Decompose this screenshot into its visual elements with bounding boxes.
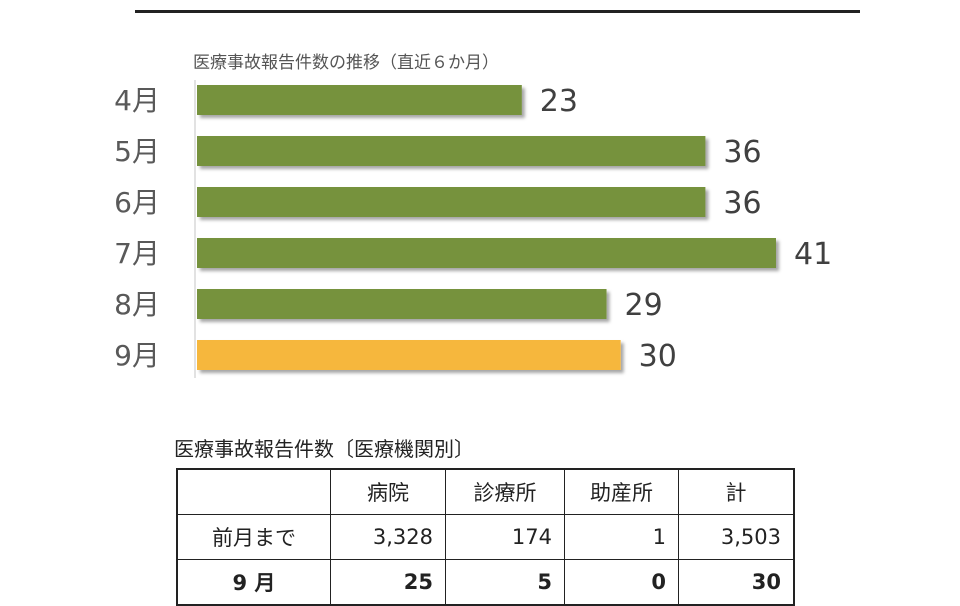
table-cell: 25: [330, 559, 446, 606]
table-cell: 174: [445, 514, 565, 560]
table-cell: 3,503: [678, 514, 795, 560]
table-cell: 1: [564, 514, 679, 560]
bar-value-label: 29: [625, 288, 663, 323]
category-label: 8月: [114, 288, 160, 321]
table-row: 前月まで 3,328 174 1 3,503: [176, 514, 795, 560]
bar: [197, 340, 621, 370]
table-header-cell: 計: [678, 468, 795, 515]
heading-underline: [135, 10, 860, 13]
category-label: 5月: [114, 135, 160, 168]
category-label: 7月: [114, 237, 160, 270]
bar-value-label: 36: [723, 186, 761, 221]
table-header-row: 病院 診療所 助産所 計: [176, 468, 795, 515]
table-title: 医療事故報告件数〔医療機関別〕: [174, 437, 474, 461]
facility-table: 病院 診療所 助産所 計 前月まで 3,328 174 1 3,503 9 月 …: [176, 468, 795, 606]
bar-chart: 4月 23 5月 36 6月 36 7月 41 8月 29 9月 30: [114, 80, 832, 378]
bar: [197, 187, 706, 217]
category-label: 6月: [114, 186, 160, 219]
table-header-cell: 診療所: [445, 468, 565, 515]
table-cell: 0: [564, 559, 679, 606]
table-cell: 9 月: [176, 559, 331, 606]
bar-value-label: 30: [639, 339, 677, 374]
table-row: 9 月 25 5 0 30: [176, 559, 795, 606]
table-cell: 5: [445, 559, 565, 606]
table-header-cell: 助産所: [564, 468, 679, 515]
table-cell: 30: [678, 559, 795, 606]
bar: [197, 85, 522, 115]
bar: [197, 238, 776, 268]
bar-value-label: 23: [540, 84, 578, 119]
bar-value-label: 36: [723, 135, 761, 170]
page-heading-cropped: [0, 0, 960, 14]
table-cell: 3,328: [330, 514, 446, 560]
category-label: 9月: [114, 339, 160, 372]
category-label: 4月: [114, 84, 160, 117]
chart-title: 医療事故報告件数の推移（直近６か月）: [193, 53, 499, 73]
table-header-cell: [176, 468, 331, 515]
table-cell: 前月まで: [176, 514, 331, 560]
bar: [197, 289, 607, 319]
bar-value-label: 41: [794, 237, 832, 272]
table-header-cell: 病院: [330, 468, 446, 515]
bar: [197, 136, 706, 166]
